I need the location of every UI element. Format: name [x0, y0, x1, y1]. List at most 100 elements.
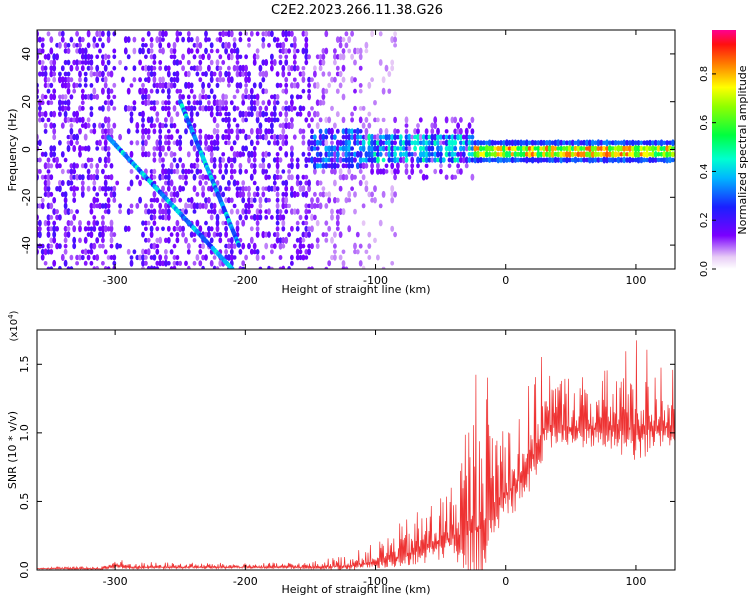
- spectrogram-cell: [227, 127, 231, 135]
- spectrogram-cell: [275, 152, 280, 157]
- spectrogram-cell: [441, 140, 446, 145]
- spectrogram-cell: [63, 110, 68, 118]
- spectrogram-cell: [318, 191, 323, 197]
- spectrogram-cell: [651, 151, 655, 158]
- spectrogram-cell: [338, 36, 343, 43]
- spectrogram-cell: [138, 47, 143, 55]
- spectrogram-cell: [290, 225, 294, 232]
- spectrogram-cell: [464, 127, 469, 135]
- spectrogram-cell: [267, 42, 271, 48]
- spectrogram-cell: [224, 225, 229, 232]
- spectrogram-cell: [38, 36, 42, 43]
- spectrogram-cell: [152, 214, 157, 220]
- spectrogram-cell: [212, 116, 217, 124]
- spectrogram-cell: [112, 260, 117, 266]
- spectrogram-cell: [447, 145, 452, 152]
- spectrogram-cell: [567, 145, 572, 152]
- spectrogram-cell: [390, 140, 395, 146]
- spectrogram-cell: [567, 157, 572, 163]
- spectrogram-cell: [570, 157, 575, 163]
- spectrogram-cell: [393, 168, 397, 175]
- spectrogram-cell: [393, 116, 397, 124]
- spectrogram-cell: [304, 220, 309, 226]
- spectrogram-cell: [301, 254, 306, 261]
- spectrogram-cell: [295, 179, 300, 187]
- spectrogram-cell: [264, 209, 269, 214]
- spectrogram-cell: [106, 226, 111, 232]
- spectrogram-cell: [238, 110, 243, 118]
- spectrogram-cell: [295, 94, 300, 100]
- spectrogram-cell: [75, 173, 79, 181]
- spectrogram-cell: [298, 249, 303, 255]
- spectrogram-cell: [662, 145, 667, 152]
- spectrogram-cell: [433, 168, 438, 175]
- spectrogram-cell: [370, 145, 374, 152]
- spectrogram-cell: [252, 163, 257, 169]
- spectrogram-cell: [567, 140, 572, 146]
- spectrogram-cell: [373, 237, 377, 243]
- spectrogram-cell: [49, 70, 54, 78]
- spectrogram-cell: [270, 30, 274, 37]
- spectrogram-cell: [295, 191, 300, 198]
- spectrogram-cell: [52, 208, 57, 216]
- spectrogram-cell: [376, 162, 380, 170]
- spectrogram-cell: [83, 226, 88, 232]
- spectrogram-cell: [244, 133, 249, 141]
- spectrogram-cell: [221, 99, 226, 107]
- spectrogram-cell: [358, 47, 363, 55]
- spectrogram-cell: [373, 100, 377, 106]
- spectrogram-cell: [52, 76, 57, 83]
- spectrogram-cell: [301, 174, 306, 180]
- spectrogram-cell: [186, 100, 191, 106]
- spectrogram-cell: [249, 173, 254, 181]
- spectrogram-cell: [396, 128, 400, 134]
- spectrogram-cell: [275, 156, 280, 164]
- spectrogram-cell: [421, 139, 426, 146]
- spectrogram-cell: [315, 54, 320, 60]
- spectrogram-cell: [315, 157, 320, 163]
- spectrogram-cell: [158, 156, 163, 164]
- spectrogram-cell: [126, 186, 131, 191]
- spectrogram-cell: [38, 169, 42, 174]
- spectrogram-cell: [112, 82, 117, 88]
- spectrogram-cell: [238, 214, 243, 221]
- spectrogram-cell: [656, 157, 661, 163]
- spectrogram-cell: [255, 134, 260, 140]
- spectrogram-cell: [315, 99, 320, 106]
- colorbar-ticks: 0.00.20.40.60.8: [699, 66, 716, 277]
- spectrogram-cell: [129, 83, 134, 88]
- spectrogram-cell: [358, 134, 363, 140]
- spectrogram-cell: [101, 123, 105, 129]
- spectrogram-cell: [43, 110, 48, 118]
- spectrogram-cell: [633, 140, 638, 146]
- spectrogram-cell: [281, 139, 286, 147]
- spectrogram-cell: [249, 128, 254, 135]
- spectrogram-cell: [381, 87, 386, 95]
- spectrogram-cell: [161, 47, 165, 55]
- spectrogram-cell: [301, 238, 306, 243]
- spectrogram-cell: [292, 134, 297, 140]
- spectrogram-cell: [209, 110, 214, 118]
- spectrogram-cell: [527, 140, 532, 146]
- spectrogram-cell: [665, 140, 670, 146]
- spectrogram-cell: [166, 87, 171, 95]
- spectrogram-cell: [593, 151, 598, 158]
- spectrogram-cell: [49, 100, 54, 105]
- spectrogram-cell: [410, 152, 415, 157]
- spectrogram-cell: [172, 152, 177, 157]
- spectrogram-cell: [281, 219, 286, 227]
- spectrogram-cell: [149, 36, 154, 43]
- spectrogram-cell: [301, 231, 306, 238]
- spectrogram-cell: [559, 156, 564, 164]
- spectrogram-cell: [335, 197, 340, 203]
- spectrogram-cell: [224, 129, 229, 134]
- spectrogram-cell: [224, 47, 229, 55]
- spectrogram-cell: [129, 116, 134, 124]
- spectrogram-cell: [275, 208, 280, 215]
- spectrogram-cell: [370, 133, 374, 141]
- spectrogram-cell: [482, 157, 486, 163]
- spectrogram-cell: [353, 174, 357, 180]
- spectrogram-cell: [353, 242, 357, 250]
- spectrogram-cell: [98, 202, 102, 210]
